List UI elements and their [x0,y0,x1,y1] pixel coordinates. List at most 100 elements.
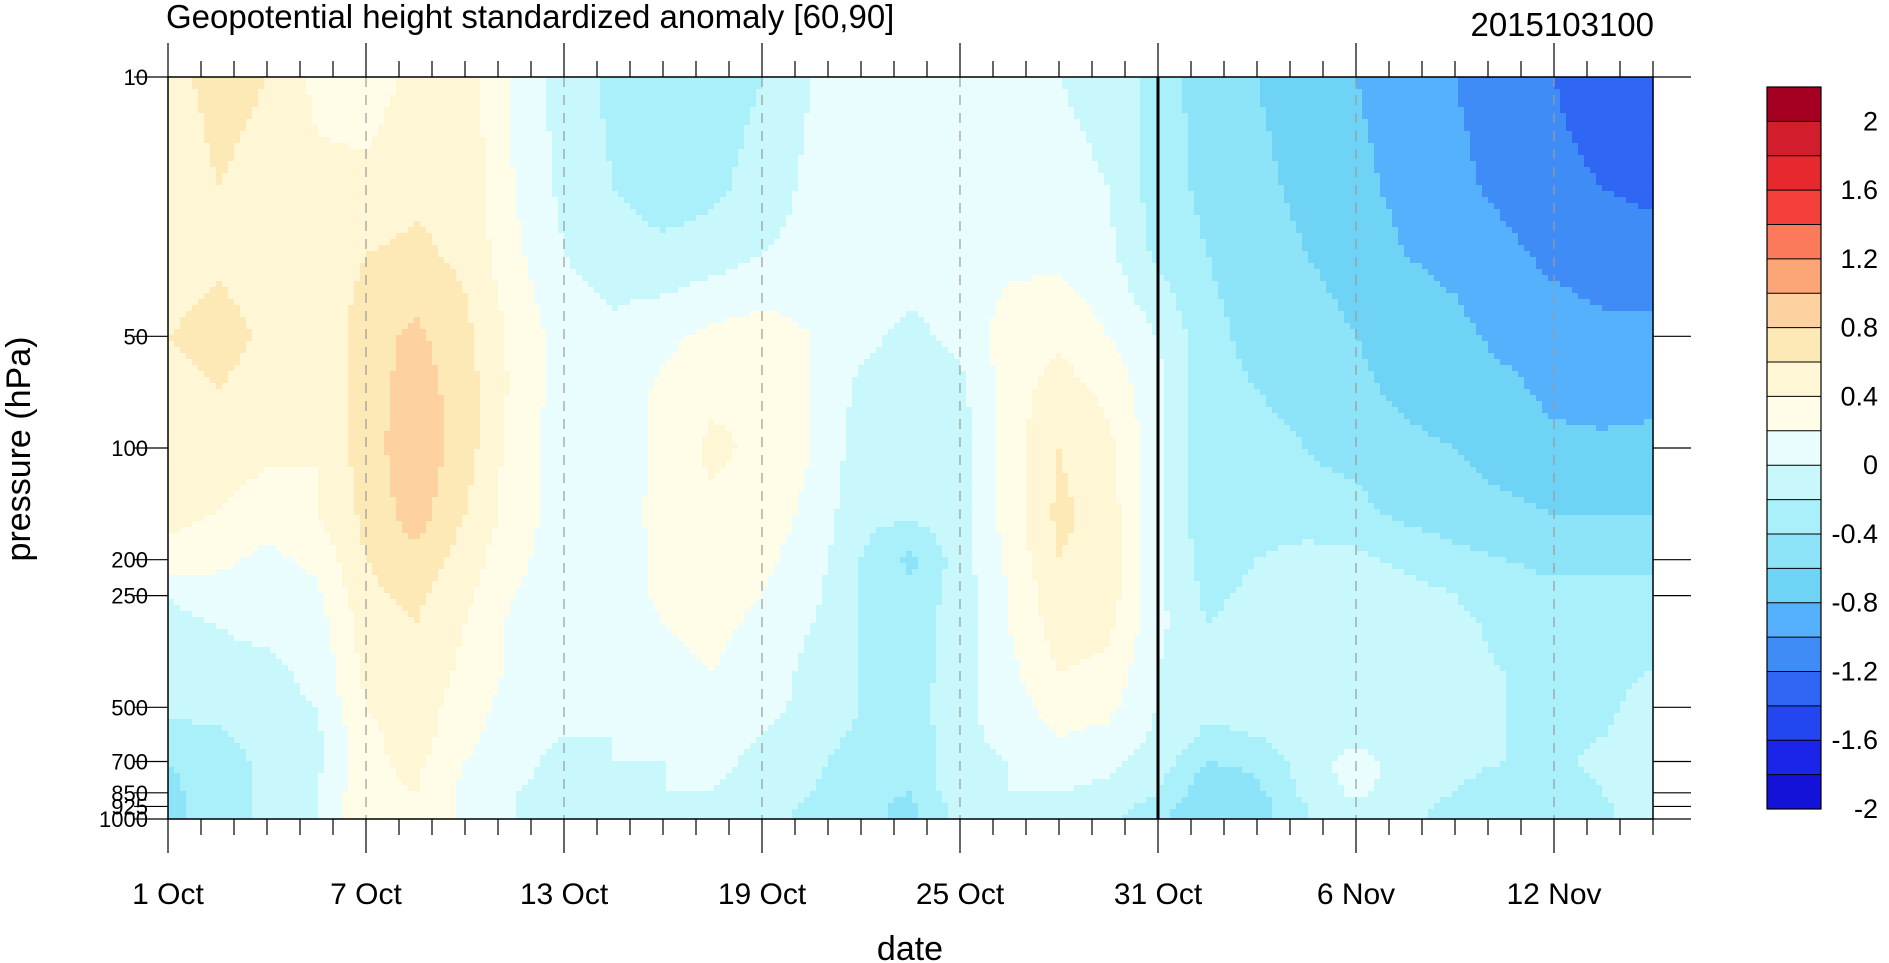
field-cell [1212,95,1219,102]
field-cell [1248,143,1255,150]
field-cell [1512,143,1519,150]
field-cell [696,185,703,192]
field-cell [924,131,931,138]
field-cell [606,77,613,84]
field-cell [1182,149,1189,156]
field-cell [1452,137,1459,144]
field-cell [774,119,781,126]
field-cell [570,113,577,120]
field-cell [1428,125,1435,132]
field-cell [1134,185,1141,192]
field-cell [672,191,679,198]
field-cell [420,119,427,126]
field-cell [432,137,439,144]
field-cell [348,95,355,102]
field-cell [1614,125,1621,132]
field-cell [1512,131,1519,138]
field-cell [252,113,259,120]
field-cell [1224,173,1231,180]
field-cell [792,179,799,186]
field-cell [678,191,685,198]
field-cell [1356,143,1363,150]
field-cell [1494,125,1501,132]
field-cell [1128,137,1135,144]
field-cell [1632,107,1639,114]
field-cell [276,131,283,138]
field-cell [1308,155,1315,162]
field-cell [1350,143,1357,150]
field-cell [1032,119,1039,126]
field-cell [876,107,883,114]
field-cell [696,107,703,114]
field-cell [594,161,601,168]
field-cell [354,119,361,126]
field-cell [1140,167,1147,174]
field-cell [612,137,619,144]
field-cell [360,143,367,150]
field-cell [1182,77,1189,84]
field-cell [942,179,949,186]
field-cell [1266,185,1273,192]
field-cell [648,179,655,186]
field-cell [798,77,805,84]
field-cell [432,89,439,96]
field-cell [432,179,439,186]
field-cell [1452,89,1459,96]
field-cell [1566,125,1573,132]
field-cell [1260,143,1267,150]
field-cell [1422,83,1429,90]
field-cell [1638,185,1645,192]
field-cell [1440,137,1447,144]
field-cell [1236,143,1243,150]
field-cell [1290,167,1297,174]
field-cell [312,119,319,126]
field-cell [468,137,475,144]
field-cell [972,83,979,90]
field-cell [948,101,955,108]
field-cell [264,77,271,84]
field-cell [1230,179,1237,186]
field-cell [1638,173,1645,180]
field-cell [1536,185,1543,192]
field-cell [1284,179,1291,186]
field-cell [738,125,745,132]
field-cell [1098,101,1105,108]
field-cell [252,191,259,198]
field-cell [234,101,241,108]
field-cell [594,77,601,84]
field-cell [846,95,853,102]
field-cell [864,143,871,150]
field-cell [246,155,253,162]
field-cell [1626,185,1633,192]
field-cell [318,89,325,96]
field-cell [528,191,535,198]
field-cell [300,167,307,174]
field-cell [1458,131,1465,138]
field-cell [240,131,247,138]
field-cell [210,167,217,174]
field-cell [1446,131,1453,138]
field-cell [1302,167,1309,174]
field-cell [912,155,919,162]
field-cell [678,149,685,156]
field-cell [966,95,973,102]
field-cell [1128,173,1135,180]
field-cell [1320,143,1327,150]
field-cell [264,113,271,120]
field-cell [1068,179,1075,186]
field-cell [306,101,313,108]
field-cell [1452,173,1459,180]
field-cell [222,101,229,108]
field-cell [540,95,547,102]
field-cell [1218,185,1225,192]
field-cell [1506,185,1513,192]
field-cell [1386,191,1393,198]
field-cell [1110,131,1117,138]
field-cell [1176,113,1183,120]
field-cell [354,131,361,138]
field-cell [750,173,757,180]
field-cell [426,113,433,120]
field-cell [1392,179,1399,186]
field-cell [240,137,247,144]
field-cell [1194,173,1201,180]
